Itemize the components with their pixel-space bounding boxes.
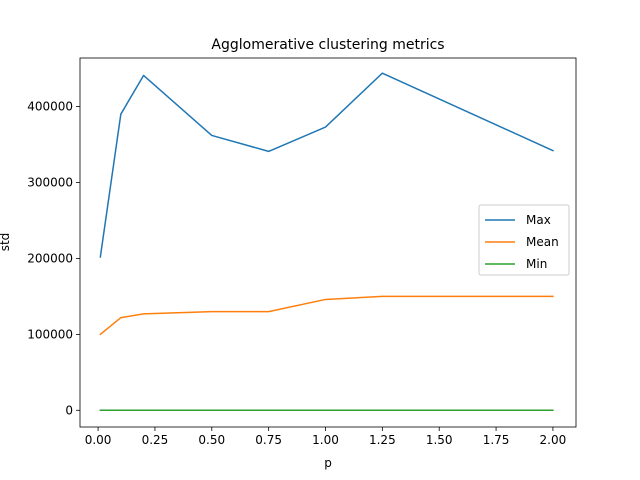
x-tick-label: 0.75 [255,433,282,447]
series-layer [99,72,554,412]
y-axis-label: std [0,233,12,252]
x-axis: 0.00 0.25 0.50 0.75 1.00 1.25 1.50 1.75 2.00 [85,427,567,447]
series-line-max [99,72,554,258]
x-axis-label: p [324,456,332,470]
series-line-mean [99,295,554,336]
y-tick-label: 100000 [27,327,73,341]
y-tick-label: 200000 [27,251,73,265]
y-axis: 0 100000 200000 300000 400000 [27,100,80,417]
x-tick-label: 1.25 [369,433,396,447]
chart-title: Agglomerative clustering metrics [211,37,444,53]
plot-frame [79,57,577,428]
legend-label-mean: Mean [526,235,559,249]
legend: Max Mean Min [478,204,570,276]
x-tick-label: 2.00 [540,433,567,447]
legend-items: Max Mean Min [485,213,559,271]
y-tick-label: 400000 [27,100,73,114]
legend-label-max: Max [526,213,551,227]
x-tick-label: 1.50 [426,433,453,447]
x-tick-label: 0.50 [198,433,225,447]
x-tick-label: 1.00 [312,433,339,447]
y-tick-label: 300000 [27,176,73,190]
legend-box [478,204,570,276]
y-tick-label: 0 [65,403,73,417]
x-tick-label: 0.00 [85,433,112,447]
x-tick-label: 0.25 [142,433,169,447]
x-tick-label: 1.75 [483,433,510,447]
legend-label-min: Min [526,257,547,271]
